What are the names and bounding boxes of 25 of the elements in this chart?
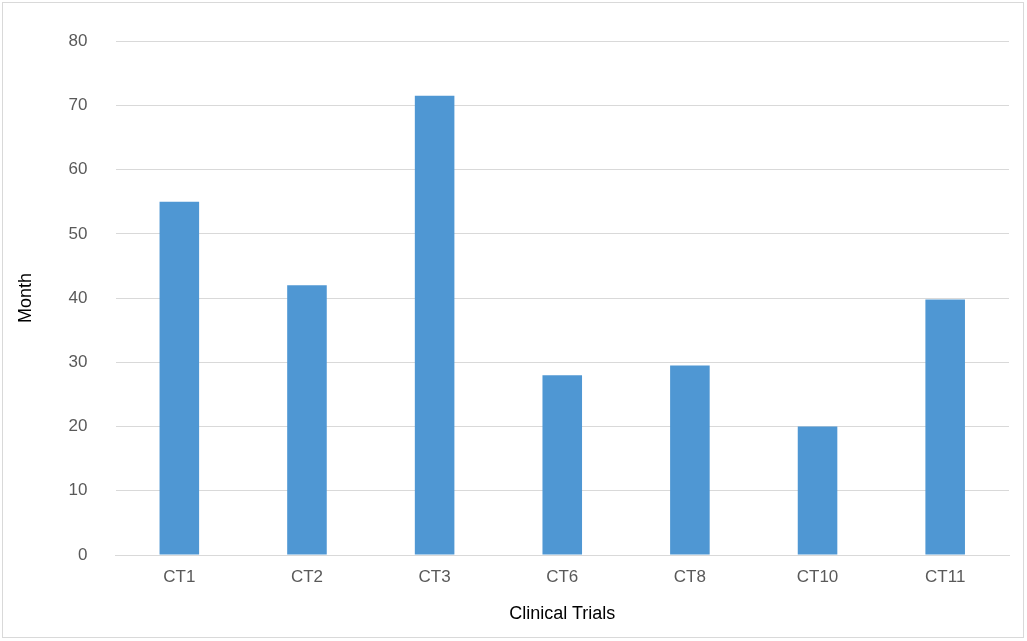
y-tick-label: 60 (68, 159, 88, 179)
bar (670, 365, 710, 555)
x-tick-label: CT11 (925, 566, 966, 586)
bar (159, 201, 200, 555)
y-tick-label: 80 (68, 30, 88, 50)
y-tick-label: 20 (68, 416, 88, 436)
y-axis-title: Month (14, 273, 35, 324)
bar (414, 95, 455, 555)
x-axis-title: Clinical Trials (509, 603, 616, 624)
bar (287, 285, 327, 555)
y-tick-label: 10 (68, 480, 88, 500)
y-tick-label: 30 (68, 352, 88, 372)
x-tick-label: CT8 (673, 566, 706, 586)
bar (797, 426, 838, 555)
bar (925, 299, 965, 555)
y-tick-label: 40 (68, 287, 88, 307)
y-tick-label: 70 (68, 95, 88, 115)
x-tick-label: CT1 (163, 566, 196, 586)
x-tick-label: CT6 (546, 566, 579, 586)
y-tick-label: 50 (68, 223, 88, 243)
bar (542, 375, 583, 555)
x-tick-label: CT3 (418, 566, 451, 586)
x-tick-label: CT10 (796, 566, 839, 586)
y-tick-label: 0 (78, 544, 88, 564)
x-tick-label: CT2 (290, 566, 324, 586)
